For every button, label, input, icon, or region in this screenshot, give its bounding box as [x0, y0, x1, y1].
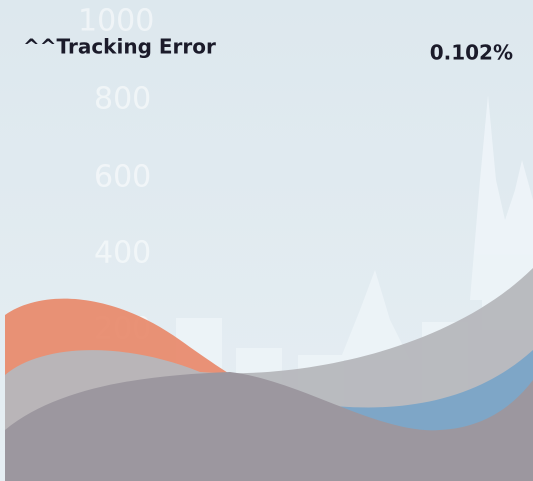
card-graphic: 1000800600400200 ^^Tracking Error 0.102%: [0, 0, 533, 481]
background-label: 800: [94, 82, 151, 117]
background-label: 1000: [78, 4, 154, 39]
value: 0.102%: [430, 41, 513, 65]
background-label: 600: [94, 160, 151, 195]
background-label: 400: [94, 236, 151, 271]
title: ^^Tracking Error: [23, 35, 216, 59]
tracking-error-card: 1000800600400200 ^^Tracking Error 0.102%: [0, 0, 533, 481]
